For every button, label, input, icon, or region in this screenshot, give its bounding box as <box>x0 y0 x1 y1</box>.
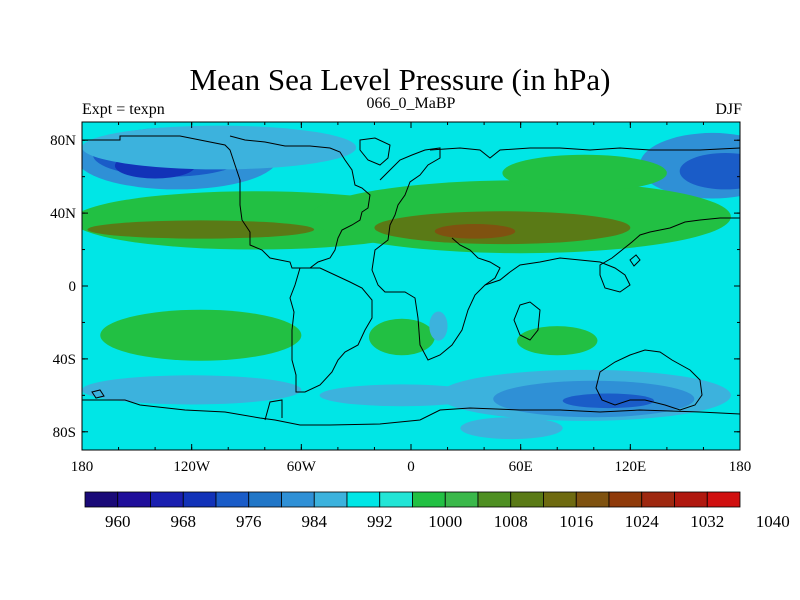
colorbar-swatch-8 <box>346 491 381 508</box>
colorbar-swatch-19 <box>706 491 741 508</box>
colorbar-label-3: 984 <box>302 512 328 531</box>
experiment-label: Expt = texpn <box>82 101 165 118</box>
colorbar-label-10: 1040 <box>756 512 790 531</box>
colorbar-label-4: 992 <box>367 512 393 531</box>
y-tick-label-1: 40N <box>50 206 76 222</box>
coastline-australia <box>595 349 703 411</box>
x-tick-label-0: 180 <box>71 459 94 475</box>
colorbar: 960 968 976 984 992 1000 1008 1016 1024 1032 1040 <box>84 491 790 531</box>
colorbar-swatch-15 <box>575 491 610 508</box>
chart-title: Mean Sea Level Pressure (in hPa) <box>189 62 611 97</box>
season-label: DJF <box>715 101 742 118</box>
colorbar-swatch-13 <box>510 491 544 508</box>
colorbar-label-5: 1000 <box>428 512 462 531</box>
colorbar-swatch-1 <box>117 491 151 508</box>
x-tick-label-2: 60W <box>287 459 317 475</box>
y-tick-label-3: 40S <box>53 352 76 368</box>
pressure-region-1008-13 <box>368 318 435 356</box>
coastline-small-island <box>91 389 105 399</box>
x-tick-label-5: 120E <box>614 459 646 475</box>
pressure-region-1008-14 <box>517 326 598 356</box>
pressure-region-1008-12 <box>100 309 302 361</box>
pressure-region-992-15 <box>429 311 448 341</box>
colorbar-label-9: 1032 <box>690 512 724 531</box>
colorbar-swatch-9 <box>379 491 413 508</box>
x-tick-label-6: 180 <box>729 459 752 475</box>
coastline-antarctica <box>82 399 740 426</box>
y-tick-label-2: 0 <box>69 279 77 295</box>
coastline-greenland <box>359 137 391 166</box>
colorbar-swatch-7 <box>313 491 348 508</box>
colorbar-label-0: 960 <box>105 512 131 531</box>
pressure-contours <box>82 125 740 440</box>
colorbar-swatch-17 <box>641 491 675 508</box>
x-tick-label-4: 60E <box>509 459 533 475</box>
colorbar-swatch-3 <box>182 491 217 508</box>
colorbar-swatch-12 <box>477 491 512 508</box>
colorbar-swatch-11 <box>444 491 479 508</box>
pressure-region-976-19 <box>562 393 655 409</box>
colorbar-swatch-14 <box>543 491 577 508</box>
colorbar-swatch-0 <box>84 491 119 508</box>
pressure-region-976-5 <box>679 152 740 190</box>
x-tick-label-3: 0 <box>407 459 415 475</box>
pressure-region-992-20 <box>319 384 485 407</box>
pressure-region-992-16 <box>82 375 302 405</box>
map-axes: 180 120W 60W 0 60E 120E 180 80N 40N 0 40S 80S <box>50 121 752 475</box>
x-tick-label-1: 120W <box>173 459 211 475</box>
coastlines <box>82 135 740 426</box>
pressure-region-1008-8 <box>502 154 667 192</box>
coastline-asia <box>429 147 740 293</box>
colorbar-label-1: 968 <box>171 512 197 531</box>
pressure-region-1016-9 <box>87 220 315 239</box>
colorbar-swatch-5 <box>248 491 282 508</box>
colorbar-label-7: 1016 <box>559 512 593 531</box>
pressure-region-992-21 <box>460 417 563 440</box>
colorbar-label-6: 1008 <box>494 512 528 531</box>
pressure-region-992-3 <box>82 125 357 170</box>
y-tick-label-0: 80N <box>50 133 76 149</box>
coastline-eurafrica <box>371 147 501 361</box>
coastline-islands <box>513 254 641 341</box>
colorbar-swatch-6 <box>281 491 315 508</box>
coastline-south-america <box>289 267 373 393</box>
period-label: 066_0_MaBP <box>366 95 456 112</box>
colorbar-swatch-10 <box>412 491 446 508</box>
colorbar-label-8: 1024 <box>625 512 660 531</box>
coastline-north-america <box>82 135 371 269</box>
colorbar-swatch-18 <box>674 491 708 508</box>
colorbar-swatch-2 <box>150 491 184 508</box>
colorbar-swatch-16 <box>608 491 643 508</box>
coastline-antarctica-peninsula <box>264 399 283 421</box>
colorbar-swatch-4 <box>215 491 250 508</box>
colorbar-label-2: 976 <box>236 512 262 531</box>
y-tick-label-4: 80S <box>53 425 76 441</box>
pressure-region-1024-11 <box>434 224 516 239</box>
